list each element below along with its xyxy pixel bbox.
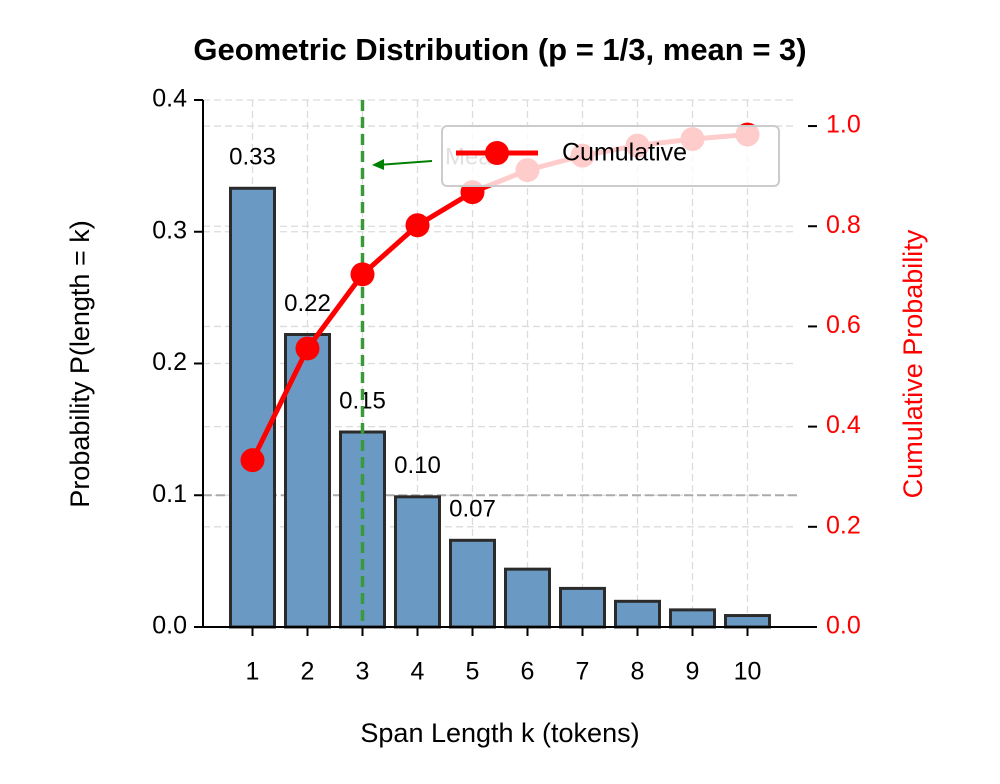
- x-tick-label: 6: [521, 658, 535, 686]
- y-axis-label: Probability P(length = k): [65, 220, 95, 507]
- bar: [394, 495, 441, 629]
- x-tick-label: 5: [466, 658, 480, 686]
- y2-tick-label: 0.0: [826, 612, 861, 640]
- x-tick-label: 1: [246, 658, 260, 686]
- legend-box: [441, 125, 780, 187]
- line-marker: [295, 336, 320, 361]
- y-tick-label: 0.4: [152, 85, 187, 113]
- x-tick-label: 10: [734, 658, 762, 686]
- y2-tick-label: 1.0: [826, 111, 861, 139]
- value-label: 0.22: [284, 290, 331, 317]
- bar: [449, 538, 496, 629]
- y2-tick-label: 0.6: [826, 311, 861, 339]
- bar: [669, 608, 716, 629]
- y2-axis-label: Cumulative Probability: [898, 229, 928, 498]
- x-tick-label: 2: [301, 658, 315, 686]
- y-tick-label: 0.0: [152, 612, 187, 640]
- y-tick-label: 0.2: [152, 348, 187, 376]
- line-marker: [350, 262, 375, 287]
- y-tick-label: 0.1: [152, 480, 187, 508]
- bar: [559, 586, 606, 629]
- legend-marker: [485, 141, 509, 165]
- y2-tick-label: 0.2: [826, 511, 861, 539]
- bar: [614, 599, 661, 629]
- y2-tick-label: 0.4: [826, 411, 861, 439]
- value-label: 0.07: [449, 496, 496, 523]
- line-marker: [405, 213, 430, 238]
- y2-tick-label: 0.8: [826, 211, 861, 239]
- bar: [229, 186, 276, 629]
- x-tick-label: 7: [576, 658, 590, 686]
- arrow-head: [372, 159, 384, 170]
- value-label: 0.33: [229, 144, 276, 171]
- bar: [504, 567, 551, 629]
- y-tick-label: 0.3: [152, 216, 187, 244]
- x-tick-label: 3: [356, 658, 370, 686]
- x-tick-label: 9: [686, 658, 700, 686]
- bar: [724, 614, 771, 629]
- chart-title: Geometric Distribution (p = 1/3, mean = …: [193, 32, 806, 67]
- value-label: 0.10: [394, 452, 441, 479]
- x-tick-label: 8: [631, 658, 645, 686]
- x-axis-label: Span Length k (tokens): [360, 718, 639, 748]
- annotation-arrow: [377, 160, 433, 166]
- line-marker: [240, 448, 265, 473]
- x-tick-label: 4: [411, 658, 425, 686]
- legend-label: Cumulative: [562, 139, 687, 167]
